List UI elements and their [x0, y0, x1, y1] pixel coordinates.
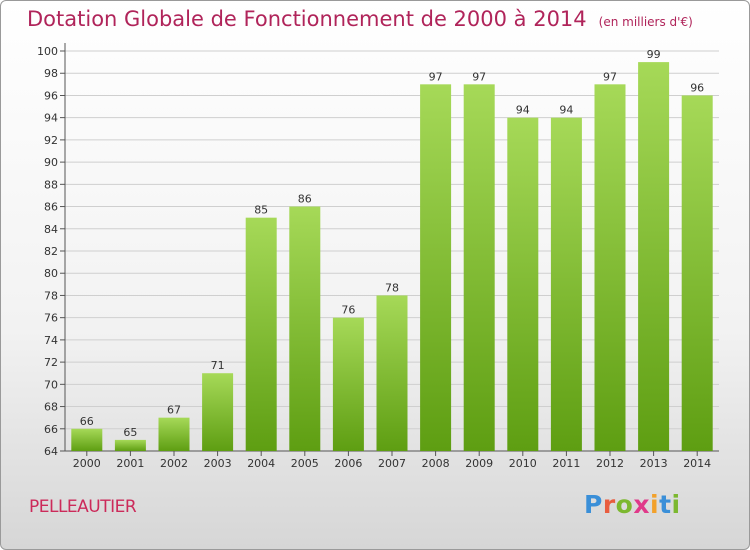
bar-2001 — [114, 439, 146, 451]
bars — [71, 62, 713, 452]
bar-2011 — [550, 117, 582, 452]
y-tick-label: 76 — [44, 312, 58, 325]
value-label-2001: 65 — [123, 426, 137, 439]
y-tick-label: 72 — [44, 356, 58, 369]
value-label-2008: 97 — [429, 70, 443, 83]
y-tick-label: 78 — [44, 289, 58, 302]
y-tick-label: 96 — [44, 89, 58, 102]
y-tick-label: 66 — [44, 423, 58, 436]
y-tick-label: 100 — [37, 45, 58, 58]
x-tick-label-2013: 2013 — [640, 457, 668, 470]
value-label-2003: 71 — [211, 359, 225, 372]
y-tick-label: 98 — [44, 67, 58, 80]
logo-letter: i — [650, 490, 660, 519]
bar-2003 — [202, 373, 234, 451]
bar-2002 — [158, 417, 190, 451]
bar-2012 — [594, 84, 626, 451]
y-tick-label: 68 — [44, 401, 58, 414]
chart-title-text: Dotation Globale de Fonctionnement de 20… — [27, 7, 587, 31]
x-tick-label-2008: 2008 — [422, 457, 450, 470]
bar-2000 — [71, 428, 103, 451]
bar-2007 — [376, 295, 408, 451]
x-tick-label-2012: 2012 — [596, 457, 624, 470]
x-tick-label-2007: 2007 — [378, 457, 406, 470]
y-tick-label: 86 — [44, 201, 58, 214]
x-tick-label-2001: 2001 — [116, 457, 144, 470]
value-label-2011: 94 — [559, 104, 573, 117]
x-tick-label-2000: 2000 — [73, 457, 101, 470]
y-tick-label: 82 — [44, 245, 58, 258]
x-tick-label-2003: 2003 — [204, 457, 232, 470]
bar-2008 — [420, 84, 452, 451]
value-label-2010: 94 — [516, 104, 530, 117]
labels: 64 66 68 70 72 74 76 78 80 82 84 86 88 90 92 94 96 98 100 6… — [37, 45, 711, 470]
commune-name: PELLEAUTIER — [29, 497, 137, 517]
bar-2010 — [507, 117, 539, 452]
chart-title: Dotation Globale de Fonctionnement de 20… — [27, 7, 693, 31]
bar-2013 — [638, 62, 670, 451]
y-tick-label: 90 — [44, 156, 58, 169]
bar-2005 — [289, 206, 321, 451]
chart-subtitle: (en milliers d'€) — [598, 15, 693, 29]
x-tick-label-2010: 2010 — [509, 457, 537, 470]
bar-2006 — [332, 317, 364, 451]
y-tick-label: 74 — [44, 334, 58, 347]
logo-letter: P — [584, 490, 603, 519]
value-label-2007: 78 — [385, 281, 399, 294]
logo-letter: r — [602, 490, 616, 519]
value-label-2013: 99 — [647, 48, 661, 61]
value-label-2014: 96 — [690, 81, 704, 94]
bar-2009 — [463, 84, 495, 451]
value-label-2005: 86 — [298, 193, 312, 206]
logo-letter: o — [615, 490, 634, 519]
y-tick-label: 94 — [44, 112, 58, 125]
x-tick-label-2006: 2006 — [334, 457, 362, 470]
x-tick-label-2004: 2004 — [247, 457, 275, 470]
x-tick-label-2011: 2011 — [552, 457, 580, 470]
value-label-2002: 67 — [167, 404, 181, 417]
x-tick-label-2005: 2005 — [291, 457, 319, 470]
proxiti-logo[interactable]: Proxiti — [584, 490, 681, 519]
x-tick-label-2002: 2002 — [160, 457, 188, 470]
logo-letter: x — [633, 490, 650, 519]
value-label-2006: 76 — [341, 304, 355, 317]
value-label-2004: 85 — [254, 204, 268, 217]
y-tick-label: 80 — [44, 267, 58, 280]
value-label-2000: 66 — [80, 415, 94, 428]
bar-2004 — [245, 217, 277, 451]
bar-2014 — [681, 95, 713, 451]
value-label-2012: 97 — [603, 70, 617, 83]
value-label-2009: 97 — [472, 70, 486, 83]
logo-letter: t — [659, 490, 672, 519]
y-tick-label: 84 — [44, 223, 58, 236]
x-tick-label-2009: 2009 — [465, 457, 493, 470]
y-tick-label: 70 — [44, 378, 58, 391]
y-tick-label: 88 — [44, 178, 58, 191]
x-tick-label-2014: 2014 — [683, 457, 711, 470]
y-tick-label: 92 — [44, 134, 58, 147]
logo-letter: i — [671, 490, 681, 519]
y-tick-label: 64 — [44, 445, 58, 458]
